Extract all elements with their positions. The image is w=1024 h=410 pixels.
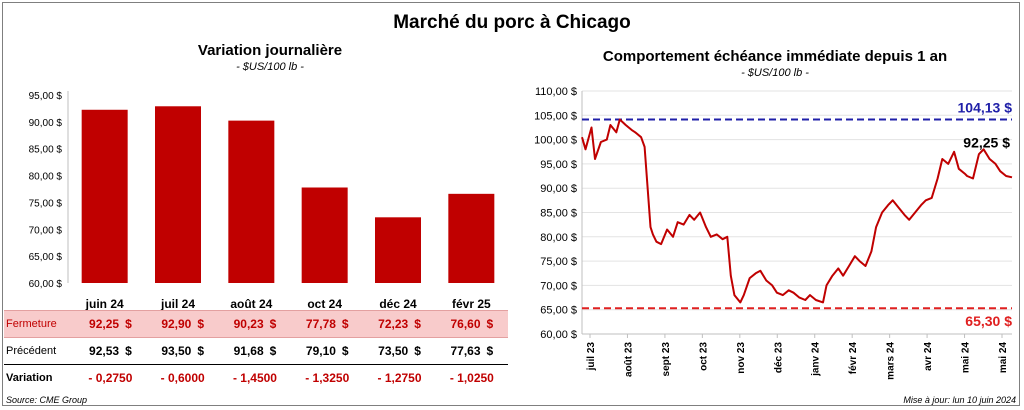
x-tick-label: avr 24 [923,342,934,371]
table-cell: - 1,0250 [435,364,508,391]
x-tick-label: oct 23 [698,342,709,371]
table-cell: - 0,2750 [74,364,147,391]
source-note: Source: CME Group [6,395,88,405]
last-value-label: 92,25 $ [963,134,1010,150]
y-tick-label: 105,00 $ [534,110,577,122]
bar [155,106,201,283]
bar-chart: 60,00 $ 65,00 $ 70,00 $ 75,00 $ 80,00 $ 85,00… [29,91,495,311]
y-tick-label: 60,00 $ [540,329,577,341]
page-title: Marché du porc à Chicago [393,12,631,33]
x-tick-label: févr 25 [452,297,491,311]
table-cell: - 1,3250 [291,364,364,391]
table-cell: - 1,4500 [218,364,292,391]
chart-frame [2,2,1020,406]
left-chart-title: Variation journalière [197,42,343,59]
y-tick-label: 75,00 $ [29,198,63,209]
line-chart: 60,00 $ 65,00 $ 70,00 $ 75,00 $ 80,00 $ 85,00… [534,86,1013,380]
table-cell: - 0,6000 [146,364,219,391]
low-label: 65,30 $ [965,313,1012,329]
x-tick-label: mars 24 [886,342,897,380]
update-note: Mise à jour: lun 10 juin 2024 [903,395,1016,405]
y-tick-label: 70,00 $ [540,280,577,292]
high-label: 104,13 $ [958,100,1013,116]
x-tick-label: mai 24 [961,342,972,374]
x-tick-label: mai 24 [998,342,1009,374]
table-cell: 91,68 $ [233,344,277,358]
bar [301,187,348,283]
table-row-variation: Variation - 0,2750 - 0,6000 - 1,4500 - 1… [4,364,508,391]
table-cell: 92,53 $ [89,344,132,358]
price-line [581,118,1013,304]
row-label: Précédent [6,345,57,357]
table-cell: 90,23 $ [218,310,292,338]
x-tick-label: août 23 [623,342,634,377]
x-tick-label: juil 24 [160,297,195,311]
table-cell: 92,90 $ [146,310,219,338]
table-cell: 77,63 $ [450,344,494,358]
x-tick-label: janv 24 [811,342,822,377]
x-tick-label: sept 23 [661,342,672,377]
table-cell: 73,50 $ [378,344,421,358]
y-tick-label: 90,00 $ [29,118,63,129]
row-label: Variation [4,364,75,391]
left-chart-subtitle: - $US/100 lb - [236,61,304,73]
y-tick-label: 100,00 $ [534,135,577,147]
table-cell: 93,50 $ [161,344,205,358]
row-label: Fermeture [4,310,75,338]
right-chart-subtitle: - $US/100 lb - [741,67,809,79]
y-tick-label: 90,00 $ [540,183,577,195]
x-tick-label: déc 24 [379,297,417,311]
y-tick-label: 65,00 $ [540,305,577,317]
x-tick-label: nov 23 [736,342,747,374]
y-tick-label: 65,00 $ [29,252,63,263]
x-tick-label: juil 23 [586,342,597,372]
y-tick-label: 95,00 $ [540,159,577,171]
y-tick-label: 80,00 $ [540,232,577,244]
table-cell: - 1,2750 [363,364,436,391]
y-tick-label: 110,00 $ [535,86,577,98]
x-tick-label: févr 24 [848,342,859,375]
y-tick-label: 85,00 $ [29,145,63,156]
bar [81,109,128,284]
table-cell: 77,78 $ [291,310,364,338]
price-table: Fermeture 92,25 $ 92,90 $ 90,23 $ 77,78 $ 72… [4,310,508,391]
y-tick-label: 95,00 $ [29,91,63,102]
table-row-fermeture: Fermeture 92,25 $ 92,90 $ 90,23 $ 77,78 $ 72… [4,310,508,338]
bar [375,217,421,283]
table-cell: 72,23 $ [363,310,436,338]
table-cell: 92,25 $ [74,310,147,338]
bar [228,120,275,284]
table-cell: 79,10 $ [305,344,349,358]
y-tick-label: 60,00 $ [29,279,63,290]
x-tick-label: déc 23 [773,342,784,374]
y-tick-label: 70,00 $ [29,225,63,236]
table-row-precedent: Précédent 92,53 $ 93,50 $ 91,68 $ 79,10 $ 73… [4,338,508,365]
bar [448,193,495,283]
table-cell: 76,60 $ [435,310,508,338]
right-chart-title: Comportement échéance immédiate depuis 1… [602,48,948,65]
y-tick-label: 85,00 $ [540,208,577,220]
y-tick-label: 75,00 $ [540,256,577,268]
x-tick-label: août 24 [230,297,272,311]
x-tick-label: oct 24 [307,297,342,311]
x-tick-label: juin 24 [85,297,124,311]
y-tick-label: 80,00 $ [29,172,63,183]
